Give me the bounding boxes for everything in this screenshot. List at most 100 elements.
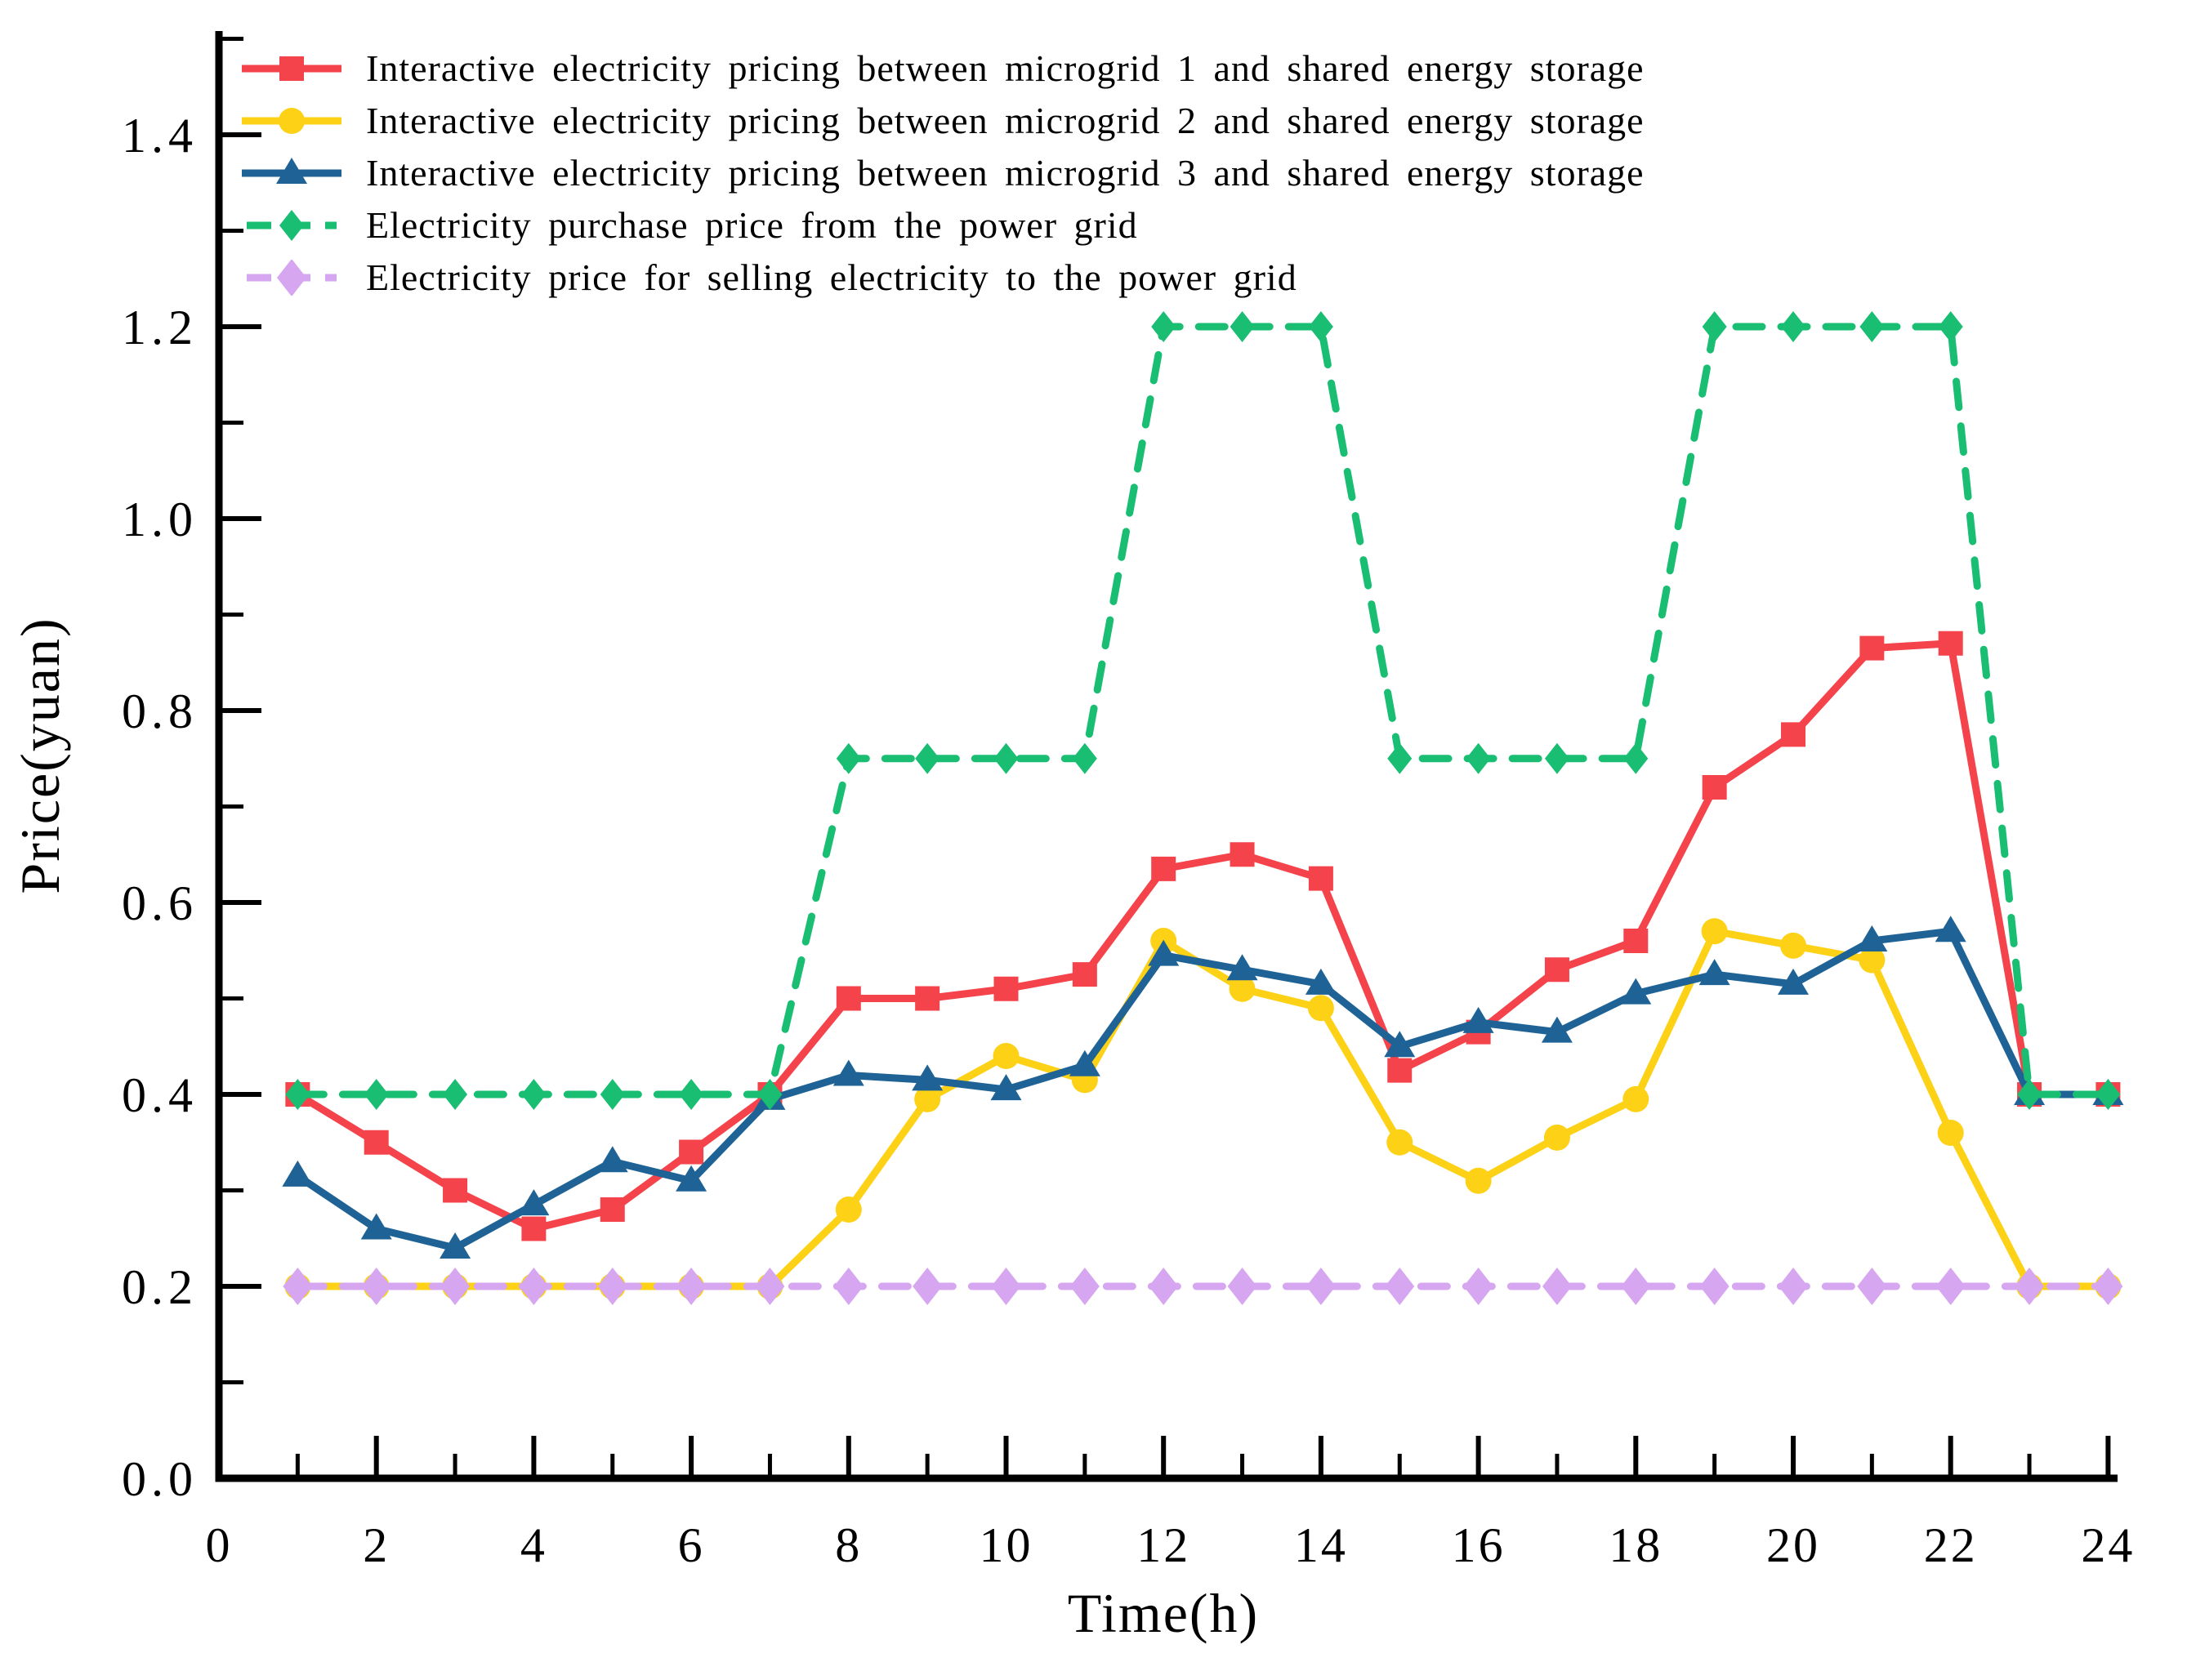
data-point-circle xyxy=(1543,1124,1570,1151)
legend-item-microgrid-2: Interactive electricity pricing between … xyxy=(239,95,1645,147)
data-point-circle xyxy=(1229,975,1256,1002)
data-point-circle xyxy=(1386,1129,1413,1156)
y-ticks: 0.0 0.2 0.4 0.6 0.8 1.0 1.2 1.4 xyxy=(122,37,261,1506)
data-point-triangle xyxy=(1541,1016,1573,1043)
series-1 xyxy=(285,631,2121,1241)
legend-marker-shape xyxy=(279,108,305,134)
legend-marker-microgrid2-icon xyxy=(242,108,341,134)
data-point-diamond xyxy=(1544,742,1569,774)
data-point-diamond xyxy=(1935,1268,1966,1305)
data-point-triangle xyxy=(1148,939,1180,966)
data-point-triangle xyxy=(676,1165,707,1192)
y-tick-label: 1.2 xyxy=(122,301,198,354)
data-point-triangle xyxy=(1069,1049,1100,1076)
data-point-triangle xyxy=(518,1189,550,1216)
data-point-triangle xyxy=(1778,968,1809,995)
data-point-diamond xyxy=(1781,311,1805,342)
data-point-diamond xyxy=(1702,311,1727,342)
data-point-triangle xyxy=(282,1160,314,1187)
data-point-diamond xyxy=(1227,1268,1257,1305)
data-point-diamond xyxy=(676,1268,707,1305)
y-tick-label: 0.4 xyxy=(122,1068,198,1122)
data-point-circle xyxy=(1859,947,1886,974)
data-point-diamond xyxy=(2093,1268,2123,1305)
data-point-square xyxy=(1151,856,1176,881)
y-tick-label: 0.8 xyxy=(122,684,198,738)
data-point-diamond xyxy=(1387,742,1413,774)
x-tick-label: 16 xyxy=(1452,1518,1506,1572)
legend-marker-shape xyxy=(276,158,307,184)
y-tick-label: 0.0 xyxy=(122,1452,198,1506)
x-tick-label: 2 xyxy=(363,1518,390,1572)
series-line-2 xyxy=(293,927,2112,1290)
x-axis-label: Time(h) xyxy=(1068,1582,1259,1644)
data-point-diamond xyxy=(2096,1079,2121,1110)
data-point-triangle xyxy=(990,1074,1022,1101)
data-point-diamond xyxy=(2015,1268,2045,1305)
legend-label: Interactive electricity pricing between … xyxy=(366,100,1645,141)
data-point-triangle xyxy=(1856,925,1888,951)
data-point-diamond xyxy=(600,1079,625,1110)
legend-label: Electricity purchase price from the powe… xyxy=(366,204,1138,246)
data-point-diamond xyxy=(1779,1268,1808,1305)
data-point-diamond xyxy=(1542,1268,1572,1305)
data-point-diamond xyxy=(1463,1268,1493,1305)
data-point-diamond xyxy=(597,1268,627,1305)
data-point-square xyxy=(1702,775,1727,800)
data-point-triangle xyxy=(832,1059,864,1086)
data-point-triangle xyxy=(596,1146,628,1173)
series-5 xyxy=(283,1268,2123,1305)
data-point-diamond xyxy=(679,1079,704,1110)
data-point-diamond xyxy=(2017,1079,2042,1110)
data-point-diamond xyxy=(1385,1268,1415,1305)
y-axis-label: Price(yuan) xyxy=(9,617,71,893)
data-point-diamond xyxy=(1306,1268,1336,1305)
x-tick-label: 22 xyxy=(1924,1518,1978,1572)
legend-marker-purchase-icon xyxy=(247,210,337,241)
legend-label: Interactive electricity pricing between … xyxy=(366,152,1645,194)
data-point-square xyxy=(1308,866,1333,891)
data-point-triangle xyxy=(440,1232,471,1259)
data-point-square xyxy=(1230,842,1255,867)
data-point-diamond xyxy=(285,1079,310,1110)
data-point-square xyxy=(1072,962,1097,987)
x-tick-label: 8 xyxy=(835,1518,862,1572)
data-point-diamond xyxy=(833,1268,864,1305)
data-point-diamond xyxy=(991,1268,1021,1305)
y-tick-label: 1.0 xyxy=(122,492,198,546)
data-point-circle xyxy=(1465,1167,1492,1194)
data-point-triangle xyxy=(1226,954,1258,981)
data-point-diamond xyxy=(1938,311,1963,342)
legend-item-microgrid-3: Interactive electricity pricing between … xyxy=(239,147,1645,199)
series-4 xyxy=(285,311,2121,1110)
data-point-square xyxy=(679,1139,704,1165)
data-point-square xyxy=(1387,1058,1413,1083)
legend-label: Electricity price for selling electricit… xyxy=(366,256,1297,298)
series-line-4 xyxy=(293,323,2112,1098)
data-point-triangle xyxy=(912,1064,944,1091)
data-point-diamond xyxy=(361,1268,391,1305)
data-point-square xyxy=(521,1216,547,1241)
data-point-diamond xyxy=(1151,311,1176,342)
x-ticks: 0 2 4 6 8 10 12 14 16 18 20 22 24 xyxy=(206,1436,2135,1572)
data-point-triangle xyxy=(1935,916,1966,942)
x-tick-label: 24 xyxy=(2081,1518,2135,1572)
data-point-diamond xyxy=(1072,742,1097,774)
legend: Interactive electricity pricing between … xyxy=(239,42,1645,304)
x-tick-label: 20 xyxy=(1766,1518,1820,1572)
data-point-circle xyxy=(1701,918,1728,945)
legend-marker-shape xyxy=(277,260,306,296)
x-tick-label: 14 xyxy=(1294,1518,1348,1572)
data-point-diamond xyxy=(1308,311,1333,342)
legend-marker-selling-icon xyxy=(247,260,337,296)
x-tick-label: 0 xyxy=(206,1518,233,1572)
data-point-triangle xyxy=(360,1213,392,1240)
data-point-diamond xyxy=(1466,742,1491,774)
series-3 xyxy=(282,916,2124,1259)
data-point-diamond xyxy=(1069,1268,1100,1305)
data-point-diamond xyxy=(993,742,1019,774)
x-tick-label: 10 xyxy=(980,1518,1033,1572)
data-point-square xyxy=(915,986,940,1011)
